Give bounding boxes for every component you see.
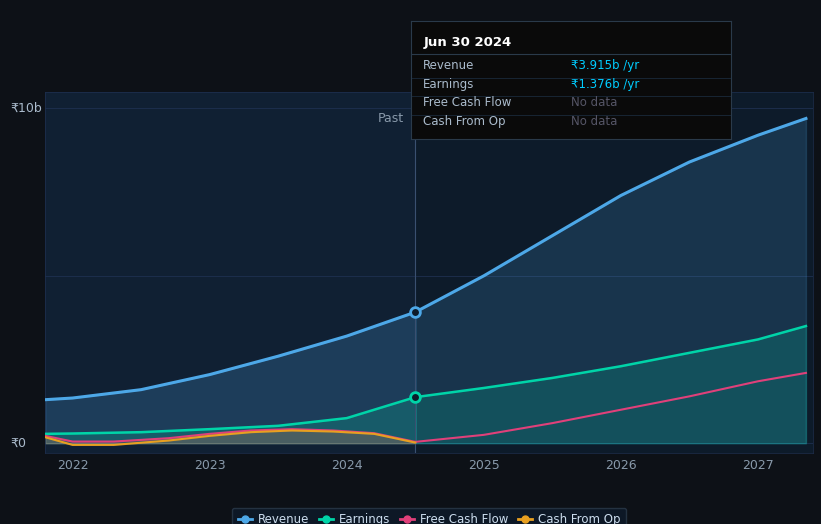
Text: No data: No data	[571, 115, 617, 128]
Text: Jun 30 2024: Jun 30 2024	[424, 36, 511, 49]
Text: ₹10b: ₹10b	[10, 102, 42, 115]
Text: Revenue: Revenue	[424, 59, 475, 72]
Text: ₹1.376b /yr: ₹1.376b /yr	[571, 78, 639, 91]
Text: ₹3.915b /yr: ₹3.915b /yr	[571, 59, 639, 72]
Text: Analysts Forecasts: Analysts Forecasts	[426, 112, 543, 125]
Text: No data: No data	[571, 96, 617, 110]
Legend: Revenue, Earnings, Free Cash Flow, Cash From Op: Revenue, Earnings, Free Cash Flow, Cash …	[232, 508, 626, 524]
Text: ₹0: ₹0	[10, 436, 25, 450]
Text: Past: Past	[378, 112, 404, 125]
Text: Cash From Op: Cash From Op	[424, 115, 506, 128]
Text: Free Cash Flow: Free Cash Flow	[424, 96, 511, 110]
Text: Earnings: Earnings	[424, 78, 475, 91]
Bar	[45, 92, 415, 453]
